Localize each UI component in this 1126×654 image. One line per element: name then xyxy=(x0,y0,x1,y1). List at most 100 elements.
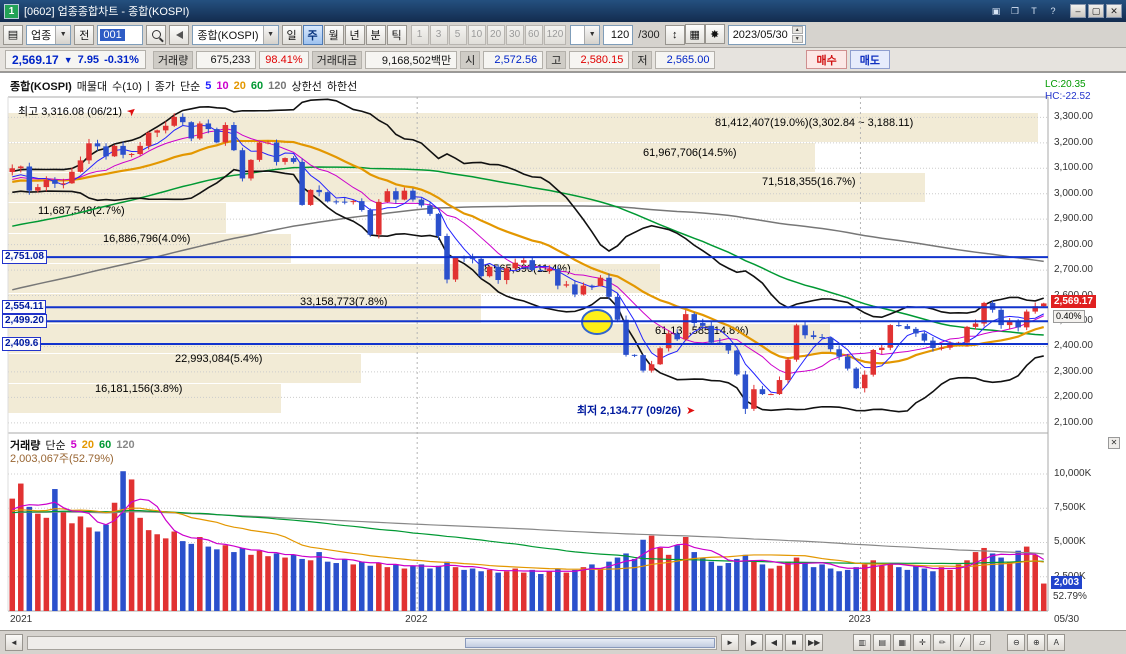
open-value: 2,572.56 xyxy=(483,50,544,69)
down-triangle-icon: ▼ xyxy=(63,54,73,65)
high-marker: 최고 3,316.08 (06/21) ➤ xyxy=(18,104,140,120)
legend-lower-band-label: 하한선 xyxy=(326,81,358,93)
print-chart-icon[interactable]: ▤ xyxy=(873,634,892,651)
high-label: 고 xyxy=(546,50,567,69)
legend-upper-band-label: 상한선 xyxy=(291,81,322,93)
code-input[interactable]: 001 xyxy=(97,24,144,45)
chart-window-icon[interactable]: ▤ xyxy=(3,24,23,45)
step-back-button[interactable]: ◀ xyxy=(765,634,783,651)
minimize-button[interactable]: – xyxy=(1070,4,1086,18)
volume-profile-label: 16,886,796(4.0%) xyxy=(103,233,191,245)
period-button-분[interactable]: 분 xyxy=(365,24,386,45)
volume-profile-label: 48,565,690(11.4%) xyxy=(478,263,571,275)
minute-button-30[interactable]: 30 xyxy=(505,24,524,45)
volume-profile-band xyxy=(8,263,661,293)
volume-summary: 2,003,067주(52.79%) xyxy=(10,453,114,465)
ma-20-legend: 20 xyxy=(81,439,94,451)
font-size-button[interactable]: A xyxy=(1047,634,1066,651)
sell-button[interactable]: 매도 xyxy=(849,50,890,69)
minute-button-1[interactable]: 1 xyxy=(410,24,429,45)
volume-profile-label: 22,993,084(5.4%) xyxy=(175,353,263,365)
volume-label: 거래량 xyxy=(152,50,194,69)
spinner-down-icon[interactable]: ▼ xyxy=(791,35,803,43)
grid-layout-icon[interactable]: ▦ xyxy=(893,634,912,651)
window-controls: – ▢ ✕ xyxy=(1070,4,1122,18)
speaker-icon[interactable] xyxy=(169,24,190,45)
draw-tool-icon[interactable]: ✏ xyxy=(933,634,952,651)
date-picker-value: 2023/05/30 xyxy=(732,28,788,41)
chevron-down-icon: ▼ xyxy=(584,25,600,44)
chart-tool-group: ▥ ▤ ▦ ✛ ✏ ╱ ▱ xyxy=(853,634,992,651)
volume-ma-periods: 5 20 60 120 xyxy=(71,439,135,451)
title-bar: 1 [0602] 업종종합차트 - 종합(KOSPI) ▣ ❐ T? – ▢ ✕ xyxy=(0,0,1126,22)
symbol-select[interactable]: 종합(KOSPI) ▼ xyxy=(192,24,279,45)
spinner-up-icon[interactable]: ▲ xyxy=(791,26,803,34)
date-spinner[interactable]: ▲ ▼ xyxy=(791,26,803,43)
font-setting-icon[interactable]: T xyxy=(1031,6,1037,16)
bar-total-label: /300 xyxy=(638,28,660,41)
stop-button[interactable]: ■ xyxy=(785,634,803,651)
minute-button-20[interactable]: 20 xyxy=(486,24,505,45)
price-pane-legend: 종합(KOSPI) 매물대 수(10) | 종가 단순 5 10 20 60 120 상… xyxy=(10,78,357,94)
volume-profile-label: 16,181,156(3.8%) xyxy=(95,383,183,395)
minute-button-60[interactable]: 60 xyxy=(524,24,543,45)
volume-profile-band xyxy=(8,203,226,233)
trendline-tool-icon[interactable]: ╱ xyxy=(953,634,972,651)
save-chart-icon[interactable]: ▥ xyxy=(853,634,872,651)
scrollbar-thumb[interactable] xyxy=(465,637,715,648)
ma-5-legend: 5 xyxy=(70,439,77,451)
chart-annotations: 81,412,407(19.0%)(3,302.84 ~ 3,188.11) 61… xyxy=(0,73,1126,630)
minute-button-120[interactable]: 120 xyxy=(543,24,567,45)
zoom-out-button[interactable]: ⊖ xyxy=(1007,634,1026,651)
scroll-left-button[interactable]: ◄ xyxy=(5,634,23,651)
ma-10-legend: 10 xyxy=(216,80,229,92)
shape-tool-icon[interactable]: ▱ xyxy=(973,634,992,651)
search-icon[interactable] xyxy=(146,24,167,45)
indicator-close-icon[interactable]: ✕ xyxy=(1108,437,1120,449)
crosshair-icon[interactable]: ✛ xyxy=(913,634,932,651)
minute-button-10[interactable]: 10 xyxy=(467,24,486,45)
volume-profile-band xyxy=(8,323,831,353)
period-button-주[interactable]: 주 xyxy=(302,24,323,45)
help-icon[interactable]: ? xyxy=(1050,6,1056,16)
legend-separator: | xyxy=(146,80,150,92)
amount-value: 9,168,502백만 xyxy=(365,50,458,69)
settings-gear-icon[interactable]: ✸ xyxy=(704,24,725,45)
bar-count-input[interactable]: 120 xyxy=(603,24,634,45)
legend-ma-label: 단순 xyxy=(179,81,201,93)
minute-button-3[interactable]: 3 xyxy=(429,24,448,45)
play-button[interactable]: ▶ xyxy=(745,634,763,651)
duplicate-window-icon[interactable]: ❐ xyxy=(1010,5,1020,16)
volume-profile-label: 33,158,773(7.8%) xyxy=(300,296,388,308)
volume-value: 675,233 xyxy=(196,50,257,69)
price-volume-chart[interactable] xyxy=(0,73,1126,631)
buy-button[interactable]: 매수 xyxy=(806,50,847,69)
ma-5-legend: 5 xyxy=(205,80,212,92)
magnifier-glyph xyxy=(151,30,161,39)
low-marker: 최저 2,134.77 (09/26) ➤ xyxy=(577,405,696,417)
ma-120-legend: 120 xyxy=(116,439,135,451)
chart-scrollbar[interactable] xyxy=(27,635,717,650)
legend-profile-count: 수(10) xyxy=(112,81,142,93)
close-button[interactable]: ✕ xyxy=(1106,4,1122,18)
high-value: 2,580.15 xyxy=(569,50,630,69)
chart-style-icon[interactable]: ▦ xyxy=(684,24,705,45)
maximize-button[interactable]: ▢ xyxy=(1088,4,1104,18)
legend-close-label: 종가 xyxy=(154,81,175,93)
interval-select[interactable]: ▼ xyxy=(570,24,601,45)
period-button-틱[interactable]: 틱 xyxy=(386,24,407,45)
scroll-right-button[interactable]: ► xyxy=(721,634,739,651)
updown-compare-icon[interactable]: ↕ xyxy=(664,24,685,45)
period-button-년[interactable]: 년 xyxy=(344,24,365,45)
period-button-월[interactable]: 월 xyxy=(323,24,344,45)
volume-profile-band xyxy=(8,173,925,203)
minute-button-5[interactable]: 5 xyxy=(448,24,467,45)
fast-forward-button[interactable]: ▶▶ xyxy=(805,634,824,651)
category-select[interactable]: 업종 ▼ xyxy=(26,24,72,45)
all-button[interactable]: 전 xyxy=(74,24,95,45)
date-picker[interactable]: 2023/05/30 ▲ ▼ xyxy=(727,24,806,45)
zoom-in-button[interactable]: ⊕ xyxy=(1027,634,1046,651)
dock-screen-icon[interactable]: ▣ xyxy=(991,5,1001,16)
period-button-일[interactable]: 일 xyxy=(281,24,302,45)
